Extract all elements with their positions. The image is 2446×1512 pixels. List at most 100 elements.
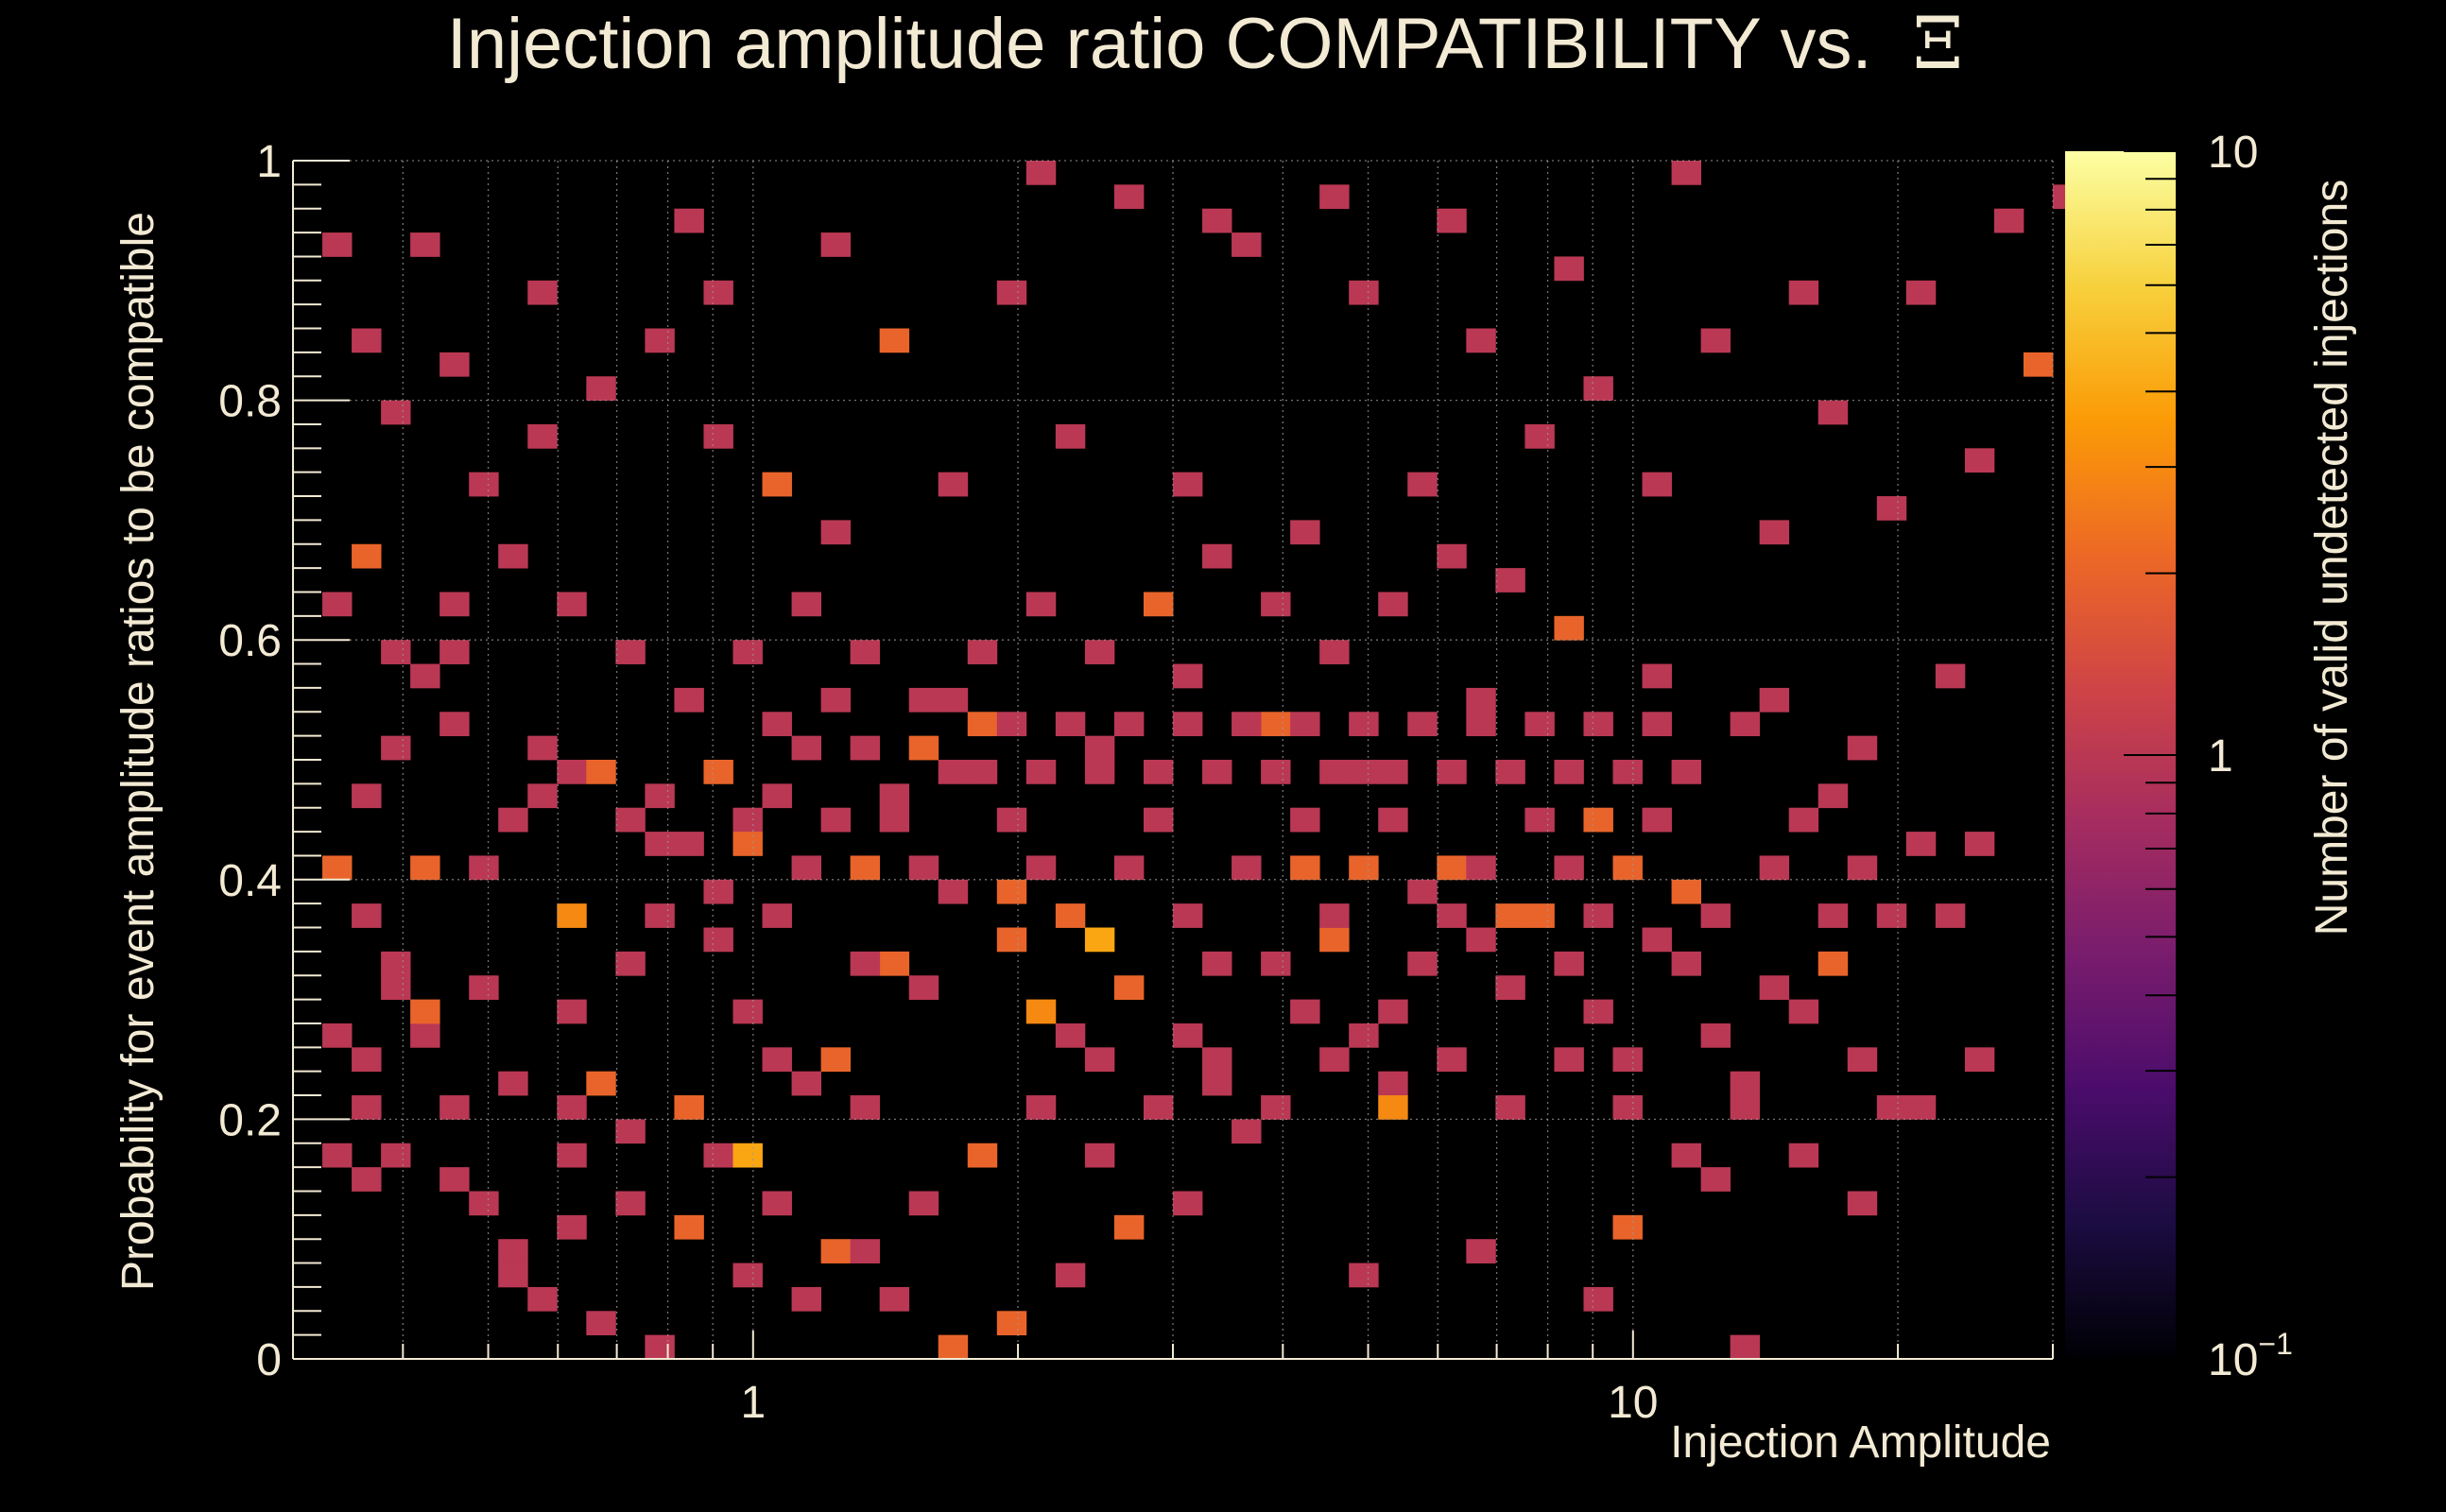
heatmap-cell <box>1173 663 1203 689</box>
heatmap-cell <box>1113 184 1145 210</box>
heatmap-cell <box>879 807 910 833</box>
heatmap-cell <box>1671 879 1701 904</box>
heatmap-cell <box>1495 1095 1525 1120</box>
heatmap-cell <box>967 712 998 737</box>
heatmap-cell <box>1025 1095 1057 1120</box>
heatmap-cell <box>1319 903 1350 928</box>
heatmap-cell <box>1202 1047 1232 1073</box>
heatmap-cell <box>1084 927 1115 953</box>
heatmap-cell <box>1554 1047 1584 1073</box>
heatmap-cell <box>703 280 733 305</box>
heatmap-cell <box>1261 760 1291 784</box>
heatmap-cell <box>469 975 499 1000</box>
heatmap-cell <box>762 1047 792 1073</box>
heatmap-cell <box>791 592 821 617</box>
heatmap-cell <box>850 1095 881 1120</box>
heatmap-cell <box>1378 999 1408 1024</box>
heatmap-cell <box>1759 687 1790 713</box>
y-tick-label: 0.4 <box>218 856 282 906</box>
heatmap-cell <box>1202 1071 1232 1096</box>
heatmap-cell <box>791 1071 821 1096</box>
heatmap-cell <box>938 879 969 904</box>
heatmap-cell <box>557 592 587 617</box>
heatmap-cell <box>615 807 646 833</box>
colorbar-tick-label: 1 <box>2208 731 2233 782</box>
heatmap-cell <box>1084 1047 1115 1073</box>
heatmap-cell <box>762 1191 792 1216</box>
heatmap-cell <box>879 1286 910 1312</box>
heatmap-cell <box>1290 999 1320 1024</box>
heatmap-cell <box>1437 903 1467 928</box>
x-tick-label: 1 <box>740 1378 766 1428</box>
x-axis-label: Injection Amplitude <box>1670 1418 2051 1468</box>
heatmap-cell <box>1730 1071 1761 1096</box>
y-tick-label: 0.8 <box>218 377 282 427</box>
heatmap-cell <box>1964 832 1995 856</box>
heatmap-cell <box>645 783 675 809</box>
heatmap-cell <box>762 472 792 497</box>
heatmap-cell <box>1495 903 1525 928</box>
heatmap-cell <box>1319 640 1350 664</box>
heatmap-cell <box>1759 855 1790 881</box>
heatmap-cell <box>1583 712 1613 737</box>
heatmap-cell <box>1905 280 1937 305</box>
heatmap-cell <box>1671 1143 1701 1168</box>
heatmap-cell <box>1730 1095 1761 1120</box>
heatmap-cell <box>1202 543 1232 569</box>
heatmap-cell <box>1466 687 1496 713</box>
heatmap-cell <box>410 1022 440 1048</box>
heatmap-cell <box>1113 712 1145 737</box>
heatmap-cell <box>1524 807 1555 833</box>
heatmap-cell <box>1759 975 1790 1000</box>
colorbar-label: Number of valid undetected injections <box>2307 180 2357 936</box>
heatmap-cell <box>586 376 616 401</box>
heatmap-cell <box>703 760 733 784</box>
heatmap-cell <box>1173 712 1203 737</box>
heatmap-cell <box>1466 328 1496 353</box>
heatmap-cell <box>1847 1191 1878 1216</box>
chart-title-symbol: Ξ <box>1913 1 1963 85</box>
heatmap-cell <box>1349 280 1379 305</box>
heatmap-cell <box>439 592 470 617</box>
plot-area <box>322 161 2083 1360</box>
heatmap-cell <box>527 423 558 449</box>
heatmap-cell <box>1700 328 1731 353</box>
heatmap-cell <box>1437 760 1467 784</box>
heatmap-cell <box>557 1214 587 1240</box>
heatmap-cell <box>1935 903 1966 928</box>
heatmap-cell <box>1113 975 1145 1000</box>
heatmap-cell <box>850 855 881 881</box>
heatmap-cell <box>1025 760 1057 784</box>
heatmap-cell <box>1466 855 1496 881</box>
heatmap-cell <box>1876 496 1907 521</box>
heatmap-cell <box>1202 951 1232 976</box>
heatmap-cell <box>1817 903 1849 928</box>
heatmap-cell <box>820 807 852 833</box>
heatmap-cell <box>352 903 382 928</box>
heatmap-cell <box>381 400 411 425</box>
heatmap-cell <box>703 1143 733 1168</box>
heatmap-cell <box>1407 879 1438 904</box>
heatmap-cell <box>1173 903 1203 928</box>
heatmap-cell <box>527 783 558 809</box>
heatmap-cell <box>1437 543 1467 569</box>
heatmap-cell <box>1642 712 1672 737</box>
heatmap-cell <box>439 640 470 664</box>
heatmap-cell <box>1876 903 1907 928</box>
heatmap-cell <box>1817 951 1849 976</box>
heatmap-cell <box>557 1143 587 1168</box>
heatmap-cell <box>1349 855 1379 881</box>
heatmap-cell <box>1407 951 1438 976</box>
heatmap-cell <box>732 999 763 1024</box>
heatmap-cell <box>1554 615 1584 641</box>
y-tick-label: 0 <box>256 1335 282 1385</box>
heatmap-cell <box>1730 1334 1761 1360</box>
heatmap-cell <box>498 807 528 833</box>
heatmap-cell <box>469 472 499 497</box>
heatmap-cell <box>820 687 852 713</box>
heatmap-cell <box>1876 1095 1907 1120</box>
heatmap-cell <box>381 735 411 761</box>
heatmap-cell <box>1084 1143 1115 1168</box>
heatmap-cell <box>1025 999 1057 1024</box>
heatmap-cell <box>1055 903 1086 928</box>
